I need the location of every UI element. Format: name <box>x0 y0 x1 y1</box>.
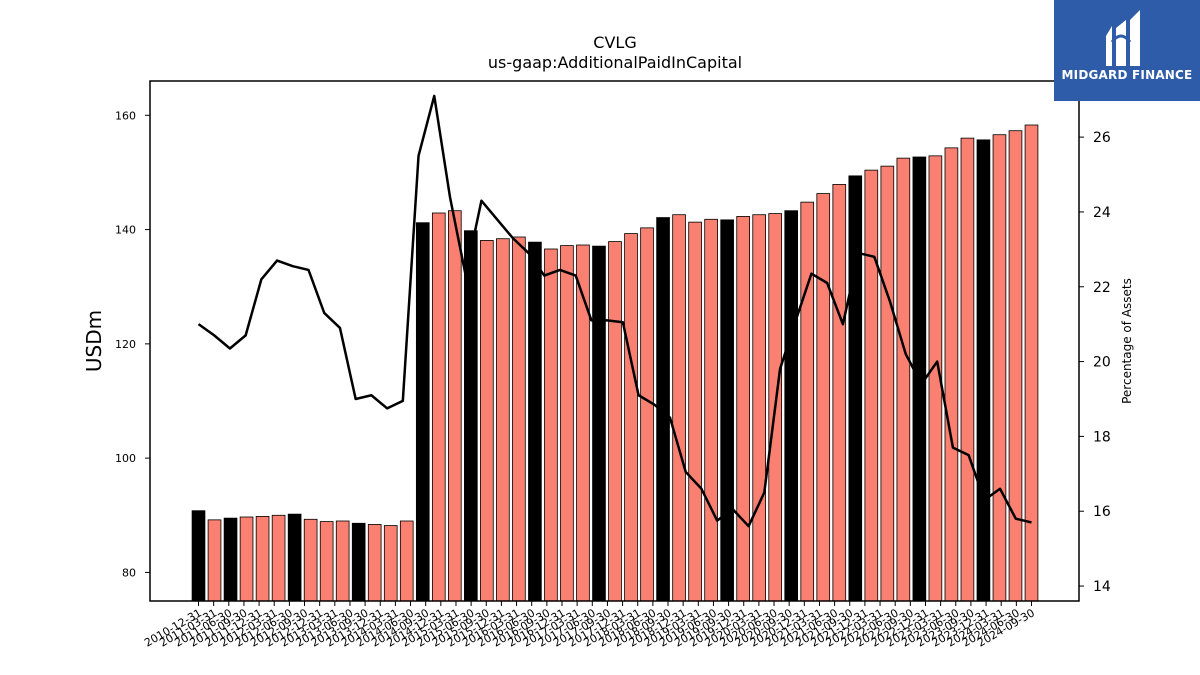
y-axis-label: USDm <box>82 310 106 372</box>
bar <box>736 216 750 602</box>
bar <box>528 241 542 602</box>
bar <box>960 137 975 602</box>
y-tick-label: 120 <box>115 338 136 351</box>
bar <box>560 245 574 602</box>
bar <box>816 193 831 602</box>
bar <box>207 519 222 602</box>
percentage-line <box>197 94 1032 528</box>
y2-axis-label: Percentage of Assets <box>1120 278 1134 404</box>
y2-tick-label: 22 <box>1093 280 1111 296</box>
midgard-logo-icon <box>1106 10 1140 66</box>
bar <box>800 201 815 602</box>
bar <box>704 218 718 602</box>
left-axis: 80 100 120 140 160 <box>115 109 150 579</box>
bar <box>319 521 334 602</box>
bar <box>1008 130 1023 602</box>
bar <box>864 169 879 602</box>
brand-name: MIDGARD FINANCE <box>1061 68 1193 82</box>
chart-subtitle: us-gaap:AdditionalPaidInCapital <box>488 53 742 72</box>
bar <box>608 241 622 602</box>
bar <box>688 221 702 602</box>
bar <box>496 238 510 602</box>
bar <box>367 524 382 602</box>
bar <box>976 139 991 602</box>
y2-tick-label: 26 <box>1093 130 1111 146</box>
bar <box>191 510 206 602</box>
bar <box>383 525 398 602</box>
bar <box>752 214 766 602</box>
bar <box>239 516 254 602</box>
bar <box>848 175 863 602</box>
y2-tick-label: 24 <box>1093 205 1111 221</box>
bar <box>303 518 318 602</box>
y-tick-label: 140 <box>115 224 136 237</box>
bar <box>480 240 494 602</box>
y-tick-label: 160 <box>115 109 136 122</box>
bar <box>464 230 478 602</box>
bar <box>447 210 462 602</box>
chart-title: CVLG <box>593 33 636 52</box>
y2-tick-label: 14 <box>1093 579 1111 595</box>
bar <box>287 513 302 602</box>
bar <box>896 157 911 602</box>
bar <box>512 236 526 602</box>
bar <box>640 227 654 602</box>
bar <box>399 520 414 602</box>
bar <box>624 233 638 602</box>
bar <box>271 514 286 602</box>
bar <box>415 222 430 602</box>
y2-tick-label: 18 <box>1093 429 1111 445</box>
right-axis: 14 16 18 20 22 24 26 <box>1079 130 1111 595</box>
x-axis: 2010-12-312011-03-312011-06-302011-09-30… <box>142 601 1037 650</box>
bar <box>335 520 350 602</box>
bar <box>223 517 238 602</box>
bar <box>672 214 686 602</box>
bar <box>431 212 446 602</box>
bar <box>944 147 959 602</box>
bar <box>720 219 734 602</box>
bar <box>992 134 1007 602</box>
line-series-group <box>197 94 1032 528</box>
bar <box>880 165 895 602</box>
bar <box>1024 124 1039 602</box>
bar <box>544 248 558 602</box>
bar <box>351 522 366 602</box>
bar <box>592 245 606 602</box>
plot-frame <box>149 80 1080 602</box>
y2-tick-label: 20 <box>1093 355 1111 371</box>
y2-tick-label: 16 <box>1093 504 1111 520</box>
y-tick-label: 80 <box>122 566 136 579</box>
bar <box>784 210 799 602</box>
bar <box>832 184 847 602</box>
bar <box>255 516 270 602</box>
brand-logo <box>1054 0 1200 101</box>
y-tick-label: 100 <box>115 452 136 465</box>
